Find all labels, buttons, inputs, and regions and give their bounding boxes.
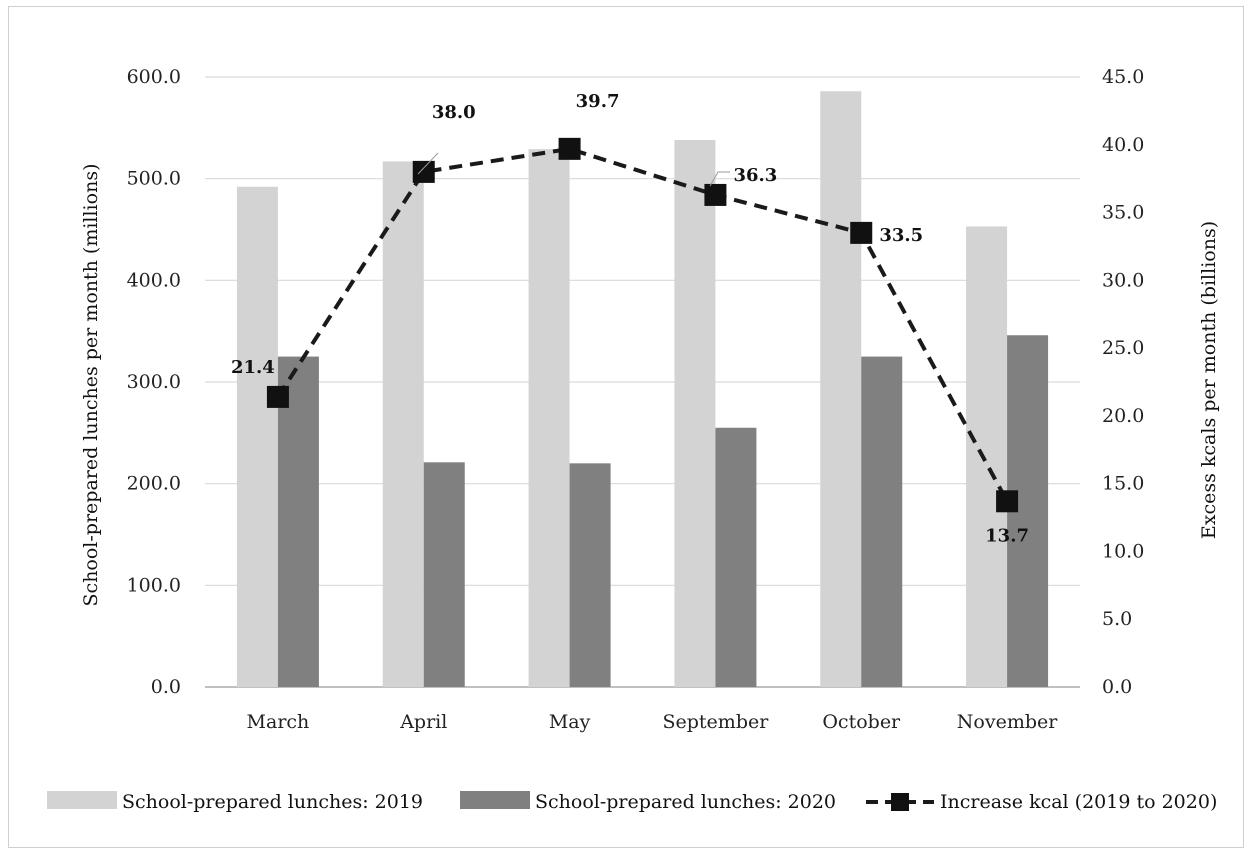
y2-tick-label: 10.0	[1102, 540, 1144, 562]
legend-marker-kcal	[891, 793, 909, 811]
kcal-marker	[850, 221, 873, 244]
y-tick-label: 300.0	[127, 371, 181, 393]
y-tick-label: 200.0	[127, 473, 181, 495]
x-tick-label: May	[549, 711, 591, 733]
legend: School-prepared lunches: 2019 School-prep…	[47, 791, 1217, 813]
bar-2019-november	[966, 226, 1008, 687]
y2-tick-label: 0.0	[1102, 676, 1132, 698]
kcal-marker	[704, 183, 727, 206]
x-tick-label: April	[399, 711, 447, 733]
y2-tick-label: 30.0	[1102, 269, 1144, 291]
bar-series	[236, 91, 1049, 688]
kcal-marker	[412, 160, 435, 183]
y2-tick-label: 40.0	[1102, 134, 1144, 156]
legend-swatch-2019	[47, 791, 117, 809]
x-tick-label: October	[822, 711, 901, 733]
y-tick-label: 0.0	[151, 676, 181, 698]
y-tick-label: 400.0	[127, 269, 181, 291]
y-tick-label: 500.0	[127, 168, 181, 190]
legend-label-kcal: Increase kcal (2019 to 2020)	[940, 791, 1217, 813]
x-axis-ticks: March April May September October November	[247, 711, 1059, 733]
y2-tick-label: 35.0	[1102, 202, 1144, 224]
kcal-line	[276, 146, 1009, 503]
y-axis-title: School-prepared lunches per month (milli…	[80, 164, 102, 607]
x-tick-label: November	[957, 711, 1058, 733]
kcal-marker	[996, 490, 1019, 513]
bar-2019-april	[382, 161, 424, 688]
kcal-data-label: 33.5	[879, 225, 923, 246]
y2-tick-label: 20.0	[1102, 405, 1144, 427]
legend-label-2019: School-prepared lunches: 2019	[122, 791, 423, 813]
kcal-data-label: 13.7	[985, 525, 1029, 546]
kcal-marker	[266, 385, 289, 408]
legend-swatch-2020	[460, 791, 530, 809]
bar-2019-september	[674, 140, 716, 688]
bar-2020-march	[277, 356, 319, 687]
kcal-data-label: 36.3	[733, 165, 777, 186]
bar-2020-september	[715, 427, 757, 687]
y2-tick-label: 25.0	[1102, 337, 1144, 359]
label-leader-line	[709, 171, 730, 187]
bar-2019-october	[820, 91, 862, 687]
right-axis-ticks: 0.0 5.0 10.0 15.0 20.0 25.0 30.0 35.0 40.0 45.0	[1102, 66, 1144, 698]
left-axis-ticks: 0.0 100.0 200.0 300.0 400.0 500.0 600.0	[127, 66, 181, 698]
bar-2019-may	[528, 149, 570, 687]
y2-axis-title: Excess kcals per month (billions)	[1198, 221, 1220, 539]
y-tick-label: 100.0	[127, 574, 181, 596]
line-series: 21.4 38.0 39.7 36.3 33.5 13.7	[231, 91, 1029, 546]
bar-2020-may	[569, 463, 611, 687]
bar-2019-march	[236, 186, 278, 688]
bar-2020-october	[861, 356, 903, 687]
y-tick-label: 600.0	[127, 66, 181, 88]
y2-tick-label: 5.0	[1102, 608, 1132, 630]
label-leader-line	[417, 152, 439, 175]
kcal-data-label: 38.0	[432, 102, 476, 123]
x-tick-label: March	[247, 711, 310, 733]
bar-2020-april	[423, 462, 465, 687]
gridlines	[205, 76, 1080, 688]
legend-label-2020: School-prepared lunches: 2020	[535, 791, 836, 813]
y2-tick-label: 15.0	[1102, 473, 1144, 495]
y2-tick-label: 45.0	[1102, 66, 1144, 88]
kcal-marker	[558, 137, 581, 160]
kcal-data-label: 39.7	[576, 91, 620, 112]
kcal-data-label: 21.4	[231, 357, 275, 378]
x-tick-label: September	[663, 711, 770, 733]
